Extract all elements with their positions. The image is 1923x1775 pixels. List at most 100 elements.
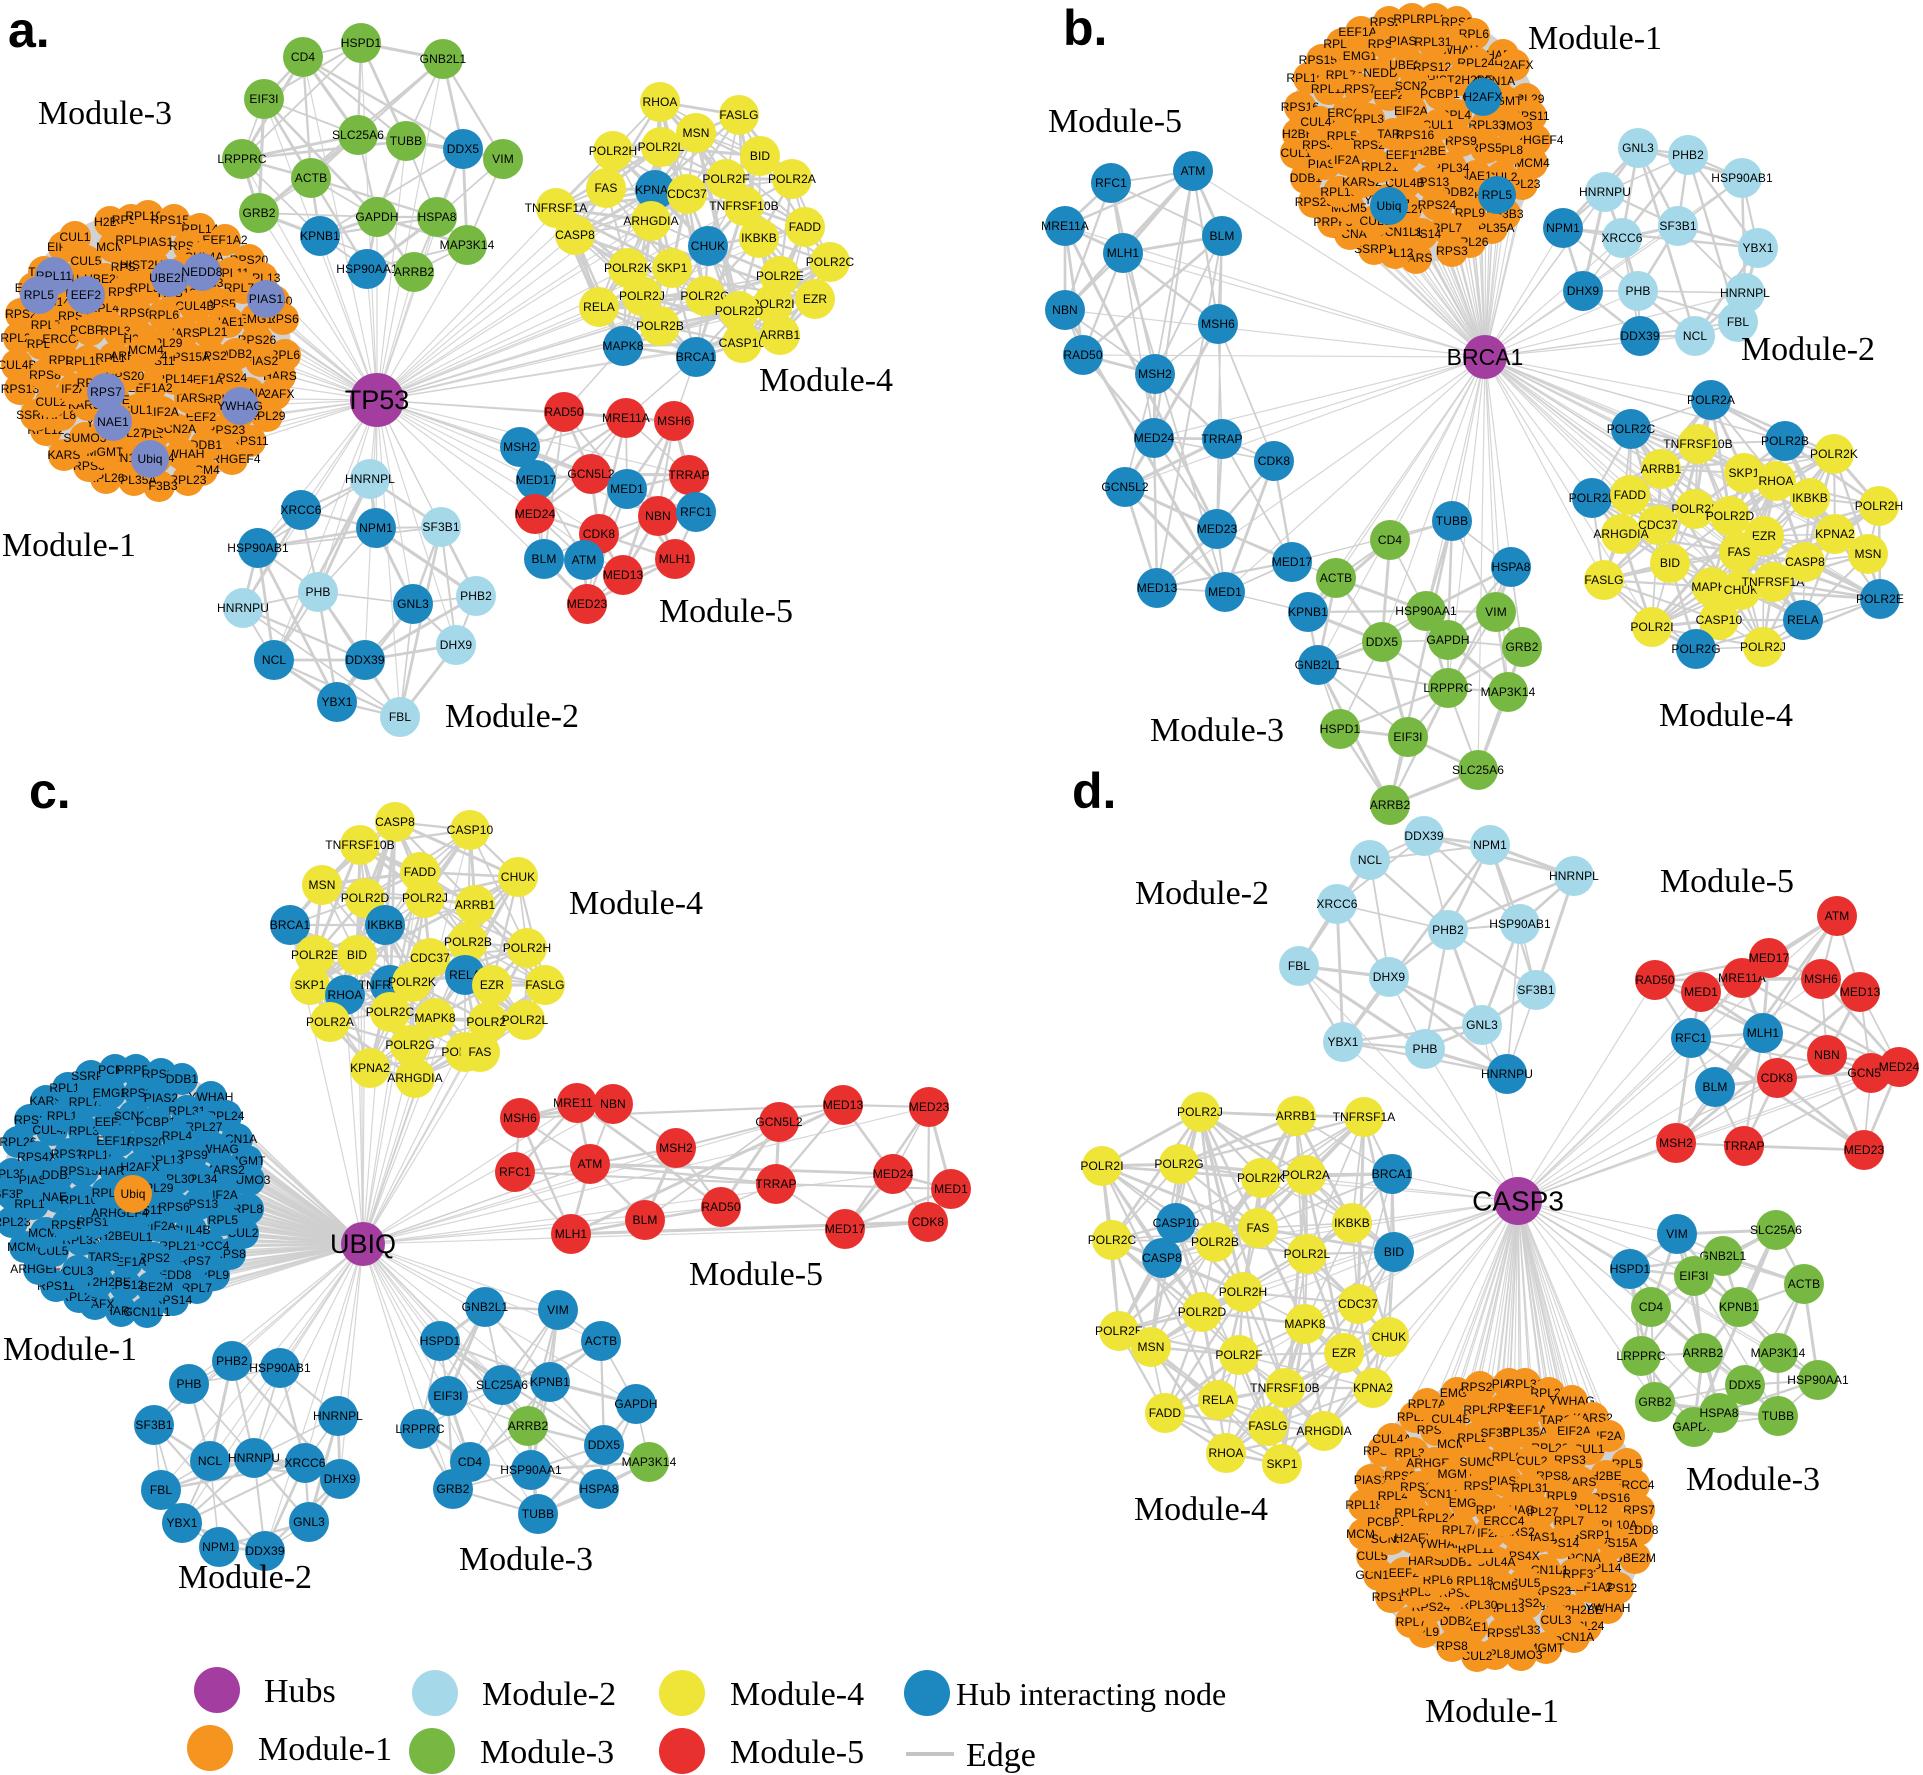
- svg-text:POLR2K: POLR2K: [1810, 447, 1858, 461]
- svg-text:RPS7: RPS7: [1623, 1503, 1655, 1517]
- svg-text:Module-3: Module-3: [459, 1541, 593, 1578]
- svg-text:FAS: FAS: [1728, 545, 1751, 559]
- svg-text:MCM5: MCM5: [1482, 1579, 1518, 1593]
- svg-text:FASLG: FASLG: [525, 978, 564, 992]
- svg-text:POLR2J: POLR2J: [1177, 1105, 1223, 1119]
- svg-text:ARHGDIA: ARHGDIA: [1296, 1424, 1351, 1438]
- svg-text:RPL18: RPL18: [1456, 1574, 1493, 1588]
- svg-text:RPL21: RPL21: [1361, 160, 1398, 174]
- svg-text:TRRAP: TRRAP: [668, 468, 709, 482]
- svg-text:FADD: FADD: [789, 220, 822, 234]
- svg-text:BID: BID: [1384, 1245, 1405, 1259]
- svg-text:KPNB1: KPNB1: [1288, 605, 1328, 619]
- svg-text:RPS5: RPS5: [1470, 141, 1502, 155]
- svg-text:POLR2G: POLR2G: [385, 1038, 434, 1052]
- svg-text:SF3B1: SF3B1: [1659, 219, 1696, 233]
- svg-text:HSPD1: HSPD1: [341, 36, 382, 50]
- svg-text:Module-5: Module-5: [1660, 863, 1794, 900]
- svg-text:RPL14: RPL14: [156, 372, 193, 386]
- svg-text:ARRB1: ARRB1: [760, 328, 801, 342]
- svg-text:HSP90AB1: HSP90AB1: [249, 1361, 311, 1375]
- svg-text:PCBP1: PCBP1: [70, 323, 110, 337]
- svg-text:NEDD8: NEDD8: [181, 265, 222, 279]
- svg-text:YWHAG: YWHAG: [1549, 1394, 1595, 1408]
- svg-text:ACTB: ACTB: [1788, 1277, 1820, 1291]
- svg-text:POLR2D: POLR2D: [1706, 509, 1755, 523]
- svg-text:RPS3: RPS3: [1436, 244, 1468, 258]
- svg-text:RHOA: RHOA: [1208, 1446, 1243, 1460]
- svg-text:ATM: ATM: [572, 553, 597, 567]
- svg-text:RPL9: RPL9: [1455, 206, 1486, 220]
- svg-text:CHUK: CHUK: [1372, 1330, 1406, 1344]
- svg-text:Module-1: Module-1: [3, 1331, 137, 1368]
- svg-text:CD4: CD4: [458, 1455, 483, 1469]
- svg-text:RPS8: RPS8: [1436, 1639, 1468, 1653]
- svg-text:RPL4: RPL4: [162, 1129, 193, 1143]
- svg-text:HSPA8: HSPA8: [418, 210, 457, 224]
- svg-text:Module-1: Module-1: [1425, 1693, 1559, 1730]
- svg-text:RPL35A: RPL35A: [1502, 1425, 1547, 1439]
- svg-text:BLM: BLM: [1703, 1080, 1728, 1094]
- svg-text:MSH2: MSH2: [503, 440, 537, 454]
- svg-text:MGMT: MGMT: [1437, 1467, 1475, 1481]
- svg-text:TNFRSF10B: TNFRSF10B: [1663, 437, 1733, 451]
- svg-text:FAS: FAS: [595, 181, 618, 195]
- svg-text:BRCA1: BRCA1: [1447, 344, 1524, 370]
- svg-text:DDB2: DDB2: [1442, 185, 1475, 199]
- svg-text:MSN: MSN: [1138, 1340, 1165, 1354]
- svg-text:TNFRSF10B: TNFRSF10B: [1250, 1381, 1320, 1395]
- svg-text:PIAS1: PIAS1: [249, 292, 284, 306]
- svg-text:CASP8: CASP8: [375, 815, 415, 829]
- svg-text:POLR2G: POLR2G: [680, 289, 729, 303]
- svg-text:TUBB: TUBB: [1436, 514, 1468, 528]
- svg-text:POLR2B: POLR2B: [636, 319, 684, 333]
- svg-text:NBN: NBN: [1814, 1048, 1840, 1062]
- svg-text:DHX9: DHX9: [324, 1472, 357, 1486]
- svg-text:GRB2: GRB2: [242, 206, 275, 220]
- svg-text:MAPK8: MAPK8: [1284, 1317, 1325, 1331]
- svg-text:NPM1: NPM1: [1546, 221, 1580, 235]
- svg-text:RPL6: RPL6: [1459, 27, 1490, 41]
- svg-text:MED24: MED24: [1134, 431, 1175, 445]
- svg-text:CASP10: CASP10: [447, 823, 494, 837]
- svg-text:TRRAP: TRRAP: [1201, 432, 1242, 446]
- svg-text:POLR2L: POLR2L: [502, 1013, 549, 1027]
- svg-text:IKBKB: IKBKB: [1334, 1216, 1370, 1230]
- svg-text:HSP90AA1: HSP90AA1: [1395, 604, 1457, 618]
- svg-text:POLR2K: POLR2K: [388, 975, 436, 989]
- svg-text:POLR2L: POLR2L: [1569, 491, 1616, 505]
- svg-text:POLR2B: POLR2B: [444, 935, 492, 949]
- svg-text:DDB1: DDB1: [166, 1072, 199, 1086]
- svg-text:RPL23: RPL23: [0, 1215, 31, 1229]
- svg-text:DDB2: DDB2: [1440, 1614, 1473, 1628]
- svg-text:GCN5L2: GCN5L2: [567, 467, 615, 481]
- svg-text:MED17: MED17: [825, 1222, 866, 1236]
- svg-text:GRB2: GRB2: [436, 1482, 469, 1496]
- svg-text:POLR2A: POLR2A: [768, 172, 816, 186]
- svg-text:CUL1: CUL1: [59, 230, 90, 244]
- svg-text:MED1: MED1: [1208, 585, 1242, 599]
- svg-text:POLR2J: POLR2J: [402, 891, 448, 905]
- svg-text:VIM: VIM: [547, 1303, 569, 1317]
- svg-text:HNRNPU: HNRNPU: [217, 601, 269, 615]
- svg-text:MAP3K14: MAP3K14: [622, 1455, 677, 1469]
- svg-text:POLR2D: POLR2D: [341, 891, 390, 905]
- svg-text:MRE11A: MRE11A: [602, 411, 650, 425]
- svg-text:CDK8: CDK8: [1761, 1071, 1794, 1085]
- svg-text:DDX5: DDX5: [447, 142, 480, 156]
- svg-text:RPL5: RPL5: [24, 288, 55, 302]
- svg-text:CUL3: CUL3: [1540, 1613, 1571, 1627]
- svg-text:FAS: FAS: [469, 1045, 492, 1059]
- svg-text:CUL2: CUL2: [1461, 1649, 1492, 1663]
- svg-text:Module-1: Module-1: [2, 527, 136, 564]
- svg-text:MSH6: MSH6: [1201, 317, 1235, 331]
- svg-text:KPNA2: KPNA2: [1815, 527, 1855, 541]
- svg-text:b.: b.: [1063, 0, 1107, 56]
- svg-text:NPM1: NPM1: [359, 521, 393, 535]
- svg-text:XRCC6: XRCC6: [1601, 231, 1642, 245]
- svg-text:POLR2H: POLR2H: [1219, 1285, 1268, 1299]
- svg-text:POLR2F: POLR2F: [702, 172, 749, 186]
- svg-text:ARHGDIA: ARHGDIA: [1593, 527, 1648, 541]
- svg-text:MAPK8: MAPK8: [602, 339, 643, 353]
- svg-text:RPS23: RPS23: [1533, 1584, 1572, 1598]
